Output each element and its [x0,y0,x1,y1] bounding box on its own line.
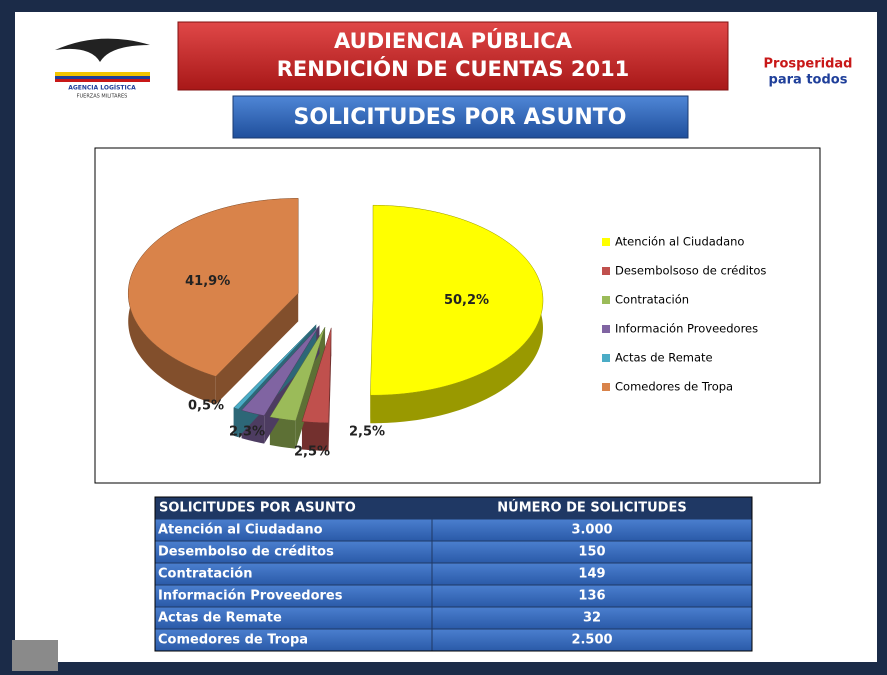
table-cell: 150 [578,545,605,560]
table-cell: Desembolso de créditos [158,545,334,560]
slice [233,324,317,410]
slice [127,198,299,377]
table-cell: 32 [583,611,601,626]
table-cell: Comedores de Tropa [158,633,308,648]
slice [301,327,332,424]
table-header-bg [155,497,752,519]
data-label: 41,9% [185,274,230,289]
data-label: 2,5% [349,425,385,440]
logo-flag [55,72,150,76]
corner-block [12,640,58,671]
subtitle-box [232,95,689,139]
legend-swatch [602,354,610,362]
logo-text: AGENCIA LOGÍSTICA [68,84,136,92]
data-label: 50,2% [444,293,489,308]
data-label: 2,5% [294,445,330,460]
table-header: SOLICITUDES POR ASUNTO [159,501,356,516]
title-box [177,21,729,91]
legend-label: Comedores de Tropa [615,380,733,394]
table-cell: Información Proveedores [158,589,343,604]
legend-label: Atención al Ciudadano [615,235,744,249]
subtitle: SOLICITUDES POR ASUNTO [293,105,626,130]
title: RENDICIÓN DE CUENTAS 2011 [277,56,630,81]
table-header: NÚMERO DE SOLICITUDES [497,500,686,516]
slice [370,204,544,396]
logo-wings [55,38,150,62]
logo-text: Prosperidad [764,57,853,72]
table-cell: 3.000 [571,523,612,538]
table-cell: 2.500 [571,633,612,648]
table-cell: 136 [578,589,605,604]
legend-swatch [602,325,610,333]
table-cell: 149 [578,567,605,582]
slice [269,326,326,421]
data-label: 0,5% [188,399,224,414]
legend-label: Información Proveedores [615,322,758,336]
data-label: 2,3% [229,425,265,440]
table-border [154,496,753,652]
table-cell: Actas de Remate [158,611,282,626]
legend-label: Desembolsoso de créditos [615,264,766,278]
legend-swatch [602,238,610,246]
legend-label: Actas de Remate [615,351,713,365]
legend-swatch [602,296,610,304]
title: AUDIENCIA PÚBLICA [334,28,573,53]
legend-label: Contratación [615,293,689,307]
slice [241,325,320,416]
legend-swatch [602,383,610,391]
legend-swatch [602,267,610,275]
table-cell: Contratación [158,567,252,582]
slice-depth [301,421,329,451]
logo-text: para todos [769,73,848,88]
logo-flag [55,79,150,82]
logo-flag [55,76,150,79]
slice-depth [215,293,299,405]
logo-text: FUERZAS MILITARES [77,94,128,100]
table-cell: Atención al Ciudadano [158,523,323,538]
